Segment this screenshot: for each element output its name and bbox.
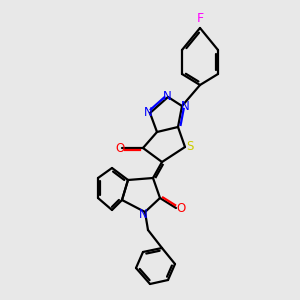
Text: N: N	[181, 100, 189, 112]
Text: N: N	[163, 89, 171, 103]
Text: S: S	[186, 140, 194, 154]
Text: N: N	[139, 208, 147, 220]
Text: N: N	[144, 106, 152, 119]
Text: O: O	[116, 142, 124, 154]
Text: F: F	[196, 13, 204, 26]
Text: O: O	[176, 202, 186, 214]
